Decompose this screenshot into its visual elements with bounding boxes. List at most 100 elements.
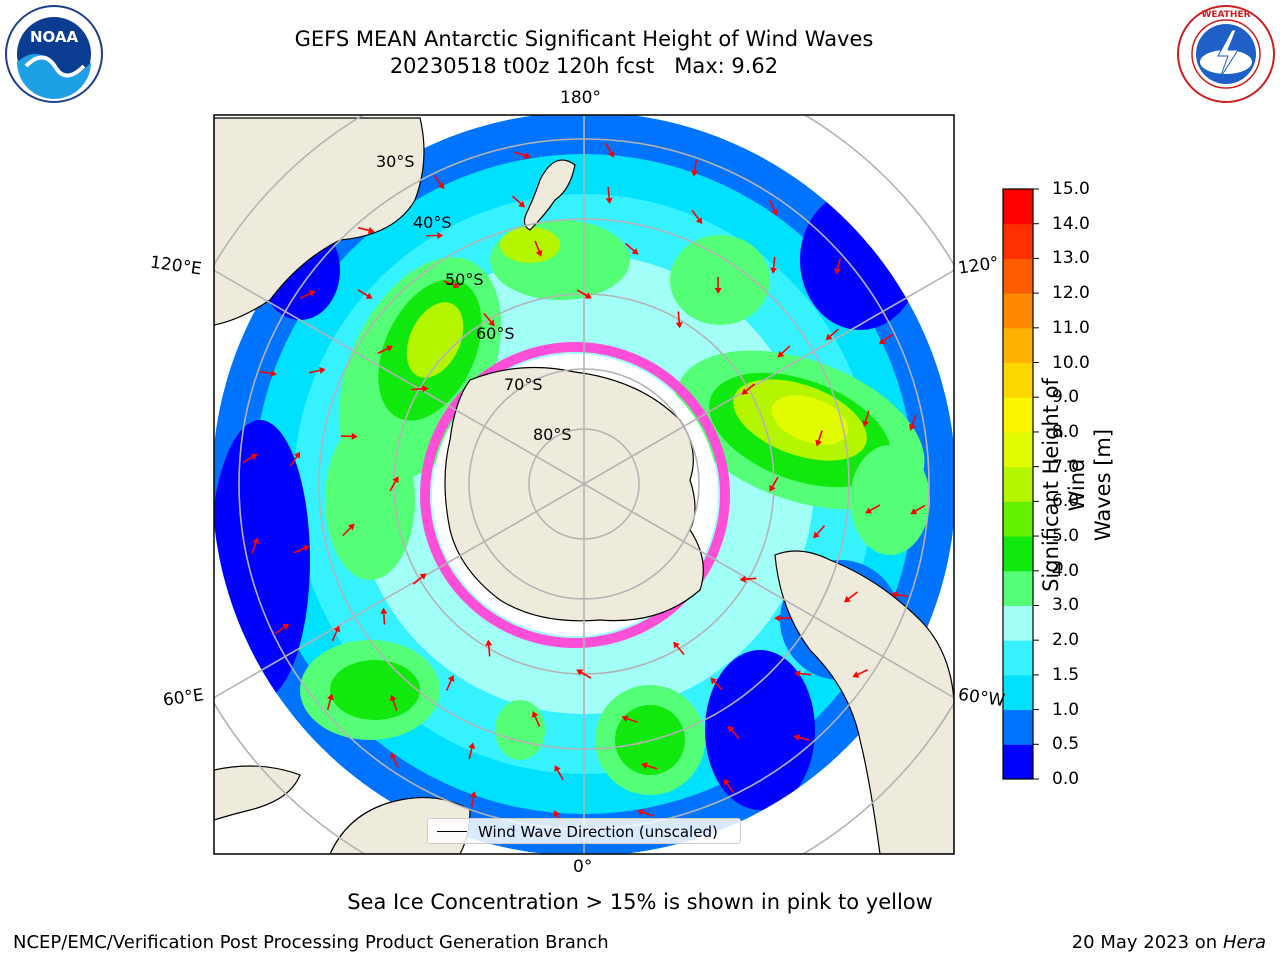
colorbar-tick-label: 1.5 [1052,664,1080,685]
wave-arrow [242,453,258,464]
wave-arrow [390,752,399,769]
wave-arrow [534,240,543,257]
colorbar-tick-label: 6.0 [1052,491,1080,512]
colorbar-tick-label: 13.0 [1052,248,1090,269]
wave-arrow [293,545,310,554]
wave-arrow [483,312,495,327]
wave-arrow [793,734,811,742]
wave-arrow [691,159,699,177]
colorbar-segment [1003,327,1033,364]
wave-arrow [813,525,826,539]
wave-arrow [342,523,355,537]
wave-arrow [862,410,870,428]
wave-arrow [326,693,334,711]
colorbar-segment [1003,397,1033,433]
lat-label-70s: 70°S [504,375,543,394]
svg-text:WEATHER: WEATHER [1201,10,1250,20]
wave-arrow [769,199,778,216]
colorbar-segment [1003,605,1033,641]
wave-arrow [331,625,341,642]
map-frame [213,114,955,855]
wave-arrow [514,151,531,159]
wave-arrow [485,639,493,657]
wave-arrow [777,345,791,358]
colorbar-tick-label: 5.0 [1052,526,1080,547]
wave-arrow [576,289,592,299]
colorbar-frame [1002,188,1034,780]
colorbar-tick-label: 1.0 [1052,699,1080,720]
wave-direction-arrows [242,142,926,826]
colorbar-tick-label: 7.0 [1052,456,1080,477]
colorbar-tick-label: 10.0 [1052,352,1090,373]
colorbar-tick-label: 2.0 [1052,630,1080,651]
wave-arrow [468,742,476,760]
nws-logo-icon: WEATHER [1177,5,1275,103]
wave-arrow [640,762,658,770]
svg-text:NOAA: NOAA [30,28,79,46]
wave-arrow [531,710,541,727]
wave-arrow [433,174,445,190]
lat-label-50s: 50°S [445,270,484,289]
colorbar-segment [1003,674,1033,711]
wave-arrow [389,476,399,492]
noaa-logo-icon: NOAA [5,5,103,103]
wave-arrow [443,280,460,289]
wave-arrow [445,674,455,691]
colorbar-segment [1003,709,1033,745]
sea-ice-ring [420,342,730,648]
wave-arrow [727,725,740,739]
chart-subtitle: 20230518 t00z 120h fcst Max: 9.62 [389,54,779,78]
wave-arrow [469,791,477,809]
wave-arrow [411,385,429,393]
wave-arrow [774,614,792,622]
wave-arrow [308,367,326,374]
wave-arrow [625,242,639,255]
colorbar-segment [1003,431,1033,468]
wave-arrow [815,430,823,447]
wave-arrow [891,591,909,599]
colorbar-segment [1003,744,1033,780]
colorbar-label: Significant Height of Wind Waves [m] [1039,378,1115,592]
colorbar-tick-label: 15.0 [1052,179,1090,199]
wave-arrow [604,142,615,158]
wave-arrow [511,195,526,208]
colorbar-segment [1003,189,1033,225]
colorbar-tick-label: 9.0 [1052,387,1080,408]
colorbar-tick-label: 8.0 [1052,421,1080,442]
lon-label-0: 0° [573,857,593,877]
wave-arrow [289,451,301,467]
legend-line-sample [437,831,467,832]
wave-arrow [909,414,917,431]
wave-arrow [621,715,638,723]
colorbar-segment [1003,362,1033,398]
colorbar-tick-label: 12.0 [1052,283,1090,304]
chart-title: GEFS MEAN Antarctic Significant Height o… [294,27,874,51]
lat-label-60s: 60°S [476,324,515,343]
colorbar-segment [1003,466,1033,502]
wave-arrow [710,677,723,691]
wave-arrow [412,573,427,585]
wave-arrow [714,276,722,294]
colorbar-segment [1003,640,1033,676]
footer-branch: NCEP/EMC/Verification Post Processing Pr… [13,932,609,953]
wave-arrow [910,504,926,515]
wave-arrow [389,694,398,711]
wave-arrow [825,328,839,341]
wave-arrow [834,257,842,275]
wave-arrow [637,809,654,817]
wave-arrow [741,383,756,395]
lat-label-30s: 30°S [376,152,415,171]
colorbar-segment [1003,536,1033,572]
wave-arrow [251,537,259,554]
wave-arrow [878,333,894,345]
antarctica-landmass [444,366,704,622]
wave-arrow [675,311,683,329]
wave-arrow [380,607,388,625]
lon-label-180: 180° [560,88,601,108]
colorbar-tick-label: 14.0 [1052,213,1090,234]
wave-arrow [299,290,316,299]
colorbar-segment [1003,258,1033,294]
sea-ice-note: Sea Ice Concentration > 15% is shown in … [347,890,933,914]
wave-arrow [605,187,613,205]
